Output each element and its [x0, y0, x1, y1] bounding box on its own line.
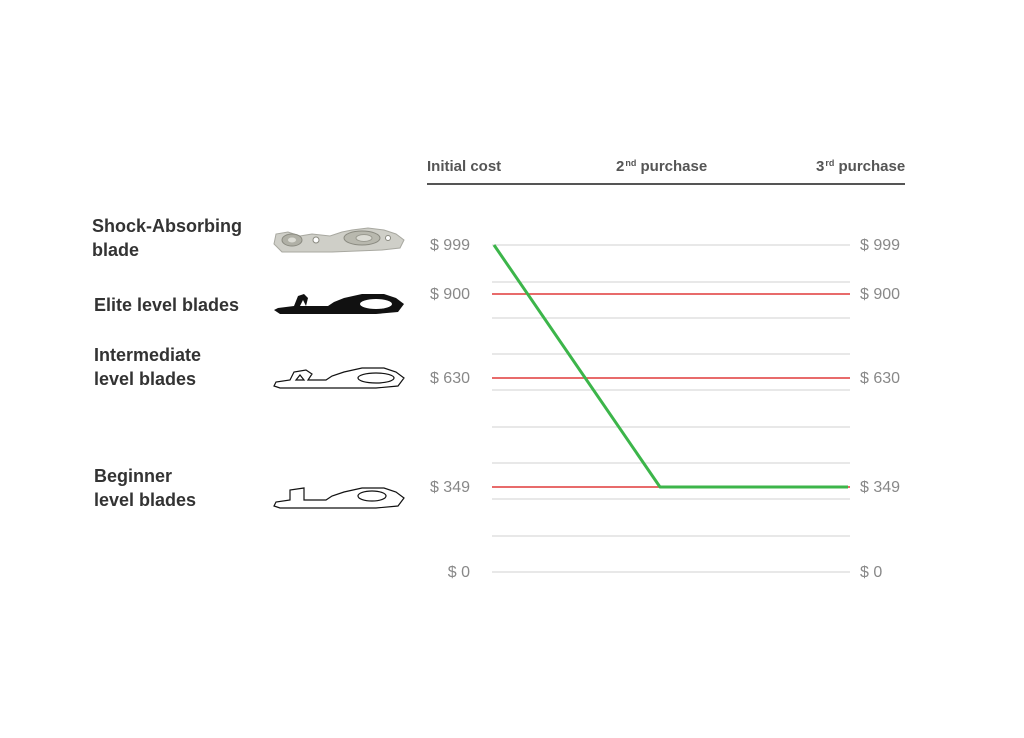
column-header-initial: Initial cost: [427, 158, 501, 175]
third-sup: rd: [825, 158, 835, 168]
chart-ticks-right: $ 999 $ 900 $ 630 $ 349 $ 0: [860, 237, 900, 581]
intermediate-blade-icon: [273, 367, 405, 389]
second-sup: nd: [625, 158, 637, 168]
blade-label-beginner: Beginner level blades: [94, 464, 196, 512]
blade-label-shock-line1: Shock-Absorbing: [92, 216, 243, 236]
blade-label-elite-line1: Elite level blades: [94, 295, 240, 315]
blade-label-beginner-line1: Beginner: [94, 466, 173, 486]
blade-label-beginner-line2: level blades: [94, 490, 197, 510]
blade-label-elite: Elite level blades: [94, 293, 239, 317]
shock-absorbing-blade-icon: [273, 227, 405, 253]
header-rule: [427, 183, 905, 185]
blade-label-intermediate-line2: level blades: [94, 369, 197, 389]
y-tick-left-0: $ 0: [448, 564, 470, 581]
blade-label-intermediate: Intermediate level blades: [94, 343, 201, 391]
y-tick-right-349: $ 349: [860, 479, 900, 496]
third-text: purchase: [838, 158, 906, 175]
y-tick-right-900: $ 900: [860, 286, 900, 303]
elite-blade-icon: [274, 294, 404, 314]
beginner-blade-icon: [273, 487, 405, 509]
y-tick-left-630: $ 630: [430, 370, 470, 387]
blade-label-shock-line2: blade: [92, 240, 140, 260]
column-header-third: 3rd purchase: [816, 158, 905, 175]
chart-green-line: [492, 244, 848, 489]
series-line-green: [492, 244, 848, 489]
blade-label-intermediate-line1: Intermediate: [94, 345, 202, 365]
y-tick-right-630: $ 630: [860, 370, 900, 387]
y-tick-right-999: $ 999: [860, 237, 900, 254]
blade-label-shock: Shock-Absorbing blade: [92, 214, 242, 262]
y-tick-left-349: $ 349: [430, 479, 470, 496]
y-tick-left-999: $ 999: [430, 237, 470, 254]
third-num: 3: [816, 158, 825, 175]
chart-ticks-left: $ 999 $ 900 $ 630 $ 349 $ 0: [430, 237, 470, 581]
y-tick-right-0: $ 0: [860, 564, 882, 581]
y-tick-left-900: $ 900: [430, 286, 470, 303]
second-num: 2: [616, 158, 625, 175]
column-header-initial-label: Initial cost: [427, 158, 502, 175]
column-header-second: 2nd purchase: [616, 158, 707, 175]
chart-grid: [492, 244, 850, 573]
second-text: purchase: [640, 158, 708, 175]
